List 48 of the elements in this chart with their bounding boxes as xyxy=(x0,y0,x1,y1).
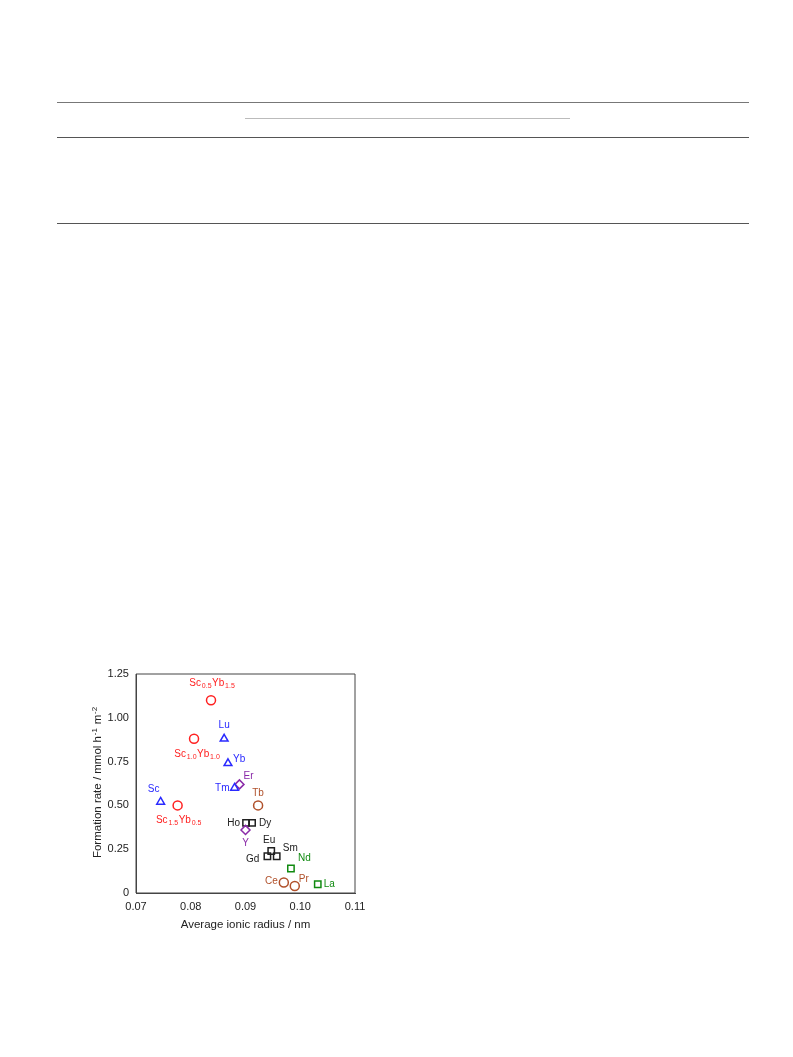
point xyxy=(223,758,233,767)
point xyxy=(289,880,301,892)
y-tick-label: 0.25 xyxy=(107,842,129,855)
point xyxy=(234,779,245,790)
annotation: Sm xyxy=(282,841,298,853)
point xyxy=(240,824,251,836)
point xyxy=(219,733,229,742)
y-tick-label: 0.75 xyxy=(107,754,129,767)
annotation: Lu xyxy=(218,718,230,730)
point xyxy=(263,852,272,861)
point xyxy=(272,852,281,861)
point xyxy=(188,733,200,745)
x-tick-label: 0.10 xyxy=(289,899,311,912)
point xyxy=(267,847,276,855)
annotation: Tm xyxy=(215,781,230,793)
x-tick-label: 0.11 xyxy=(344,899,366,912)
x-tick-label: 0.08 xyxy=(180,899,202,912)
point xyxy=(252,800,264,811)
point xyxy=(313,880,322,889)
annotation: Yb xyxy=(232,753,246,765)
y-tick-label: 0 xyxy=(122,886,129,899)
x-axis-title: Average ionic radius / nm xyxy=(180,918,311,931)
point xyxy=(278,877,290,888)
annotation: Er xyxy=(243,770,255,782)
annotation: Nd xyxy=(297,852,311,864)
annotation: Ce xyxy=(265,875,279,887)
point xyxy=(242,818,250,827)
point xyxy=(248,818,256,827)
annotation: Dy xyxy=(259,816,272,828)
annotation: Pr xyxy=(298,872,310,884)
y-tick-label: 0.50 xyxy=(107,798,129,811)
annotation: Gd xyxy=(246,852,260,864)
annotation: La xyxy=(323,877,336,889)
y-tick-label: 1.00 xyxy=(107,710,129,723)
y-tick-label: 1.25 xyxy=(107,667,129,680)
annotation: Ho xyxy=(227,816,241,828)
annotation: Tb xyxy=(252,787,265,799)
x-tick-label: 0.09 xyxy=(234,899,257,912)
point xyxy=(155,796,166,805)
annotation: Eu xyxy=(263,833,276,845)
point xyxy=(287,864,295,873)
point xyxy=(205,695,217,706)
annotation: Y xyxy=(242,836,250,848)
y-axis-title: Formation rate / mmol h-1 m-2 xyxy=(89,706,104,859)
x-tick-label: 0.07 xyxy=(125,899,147,912)
annotation: Sc xyxy=(147,782,160,794)
point xyxy=(172,800,183,811)
point xyxy=(229,782,240,791)
